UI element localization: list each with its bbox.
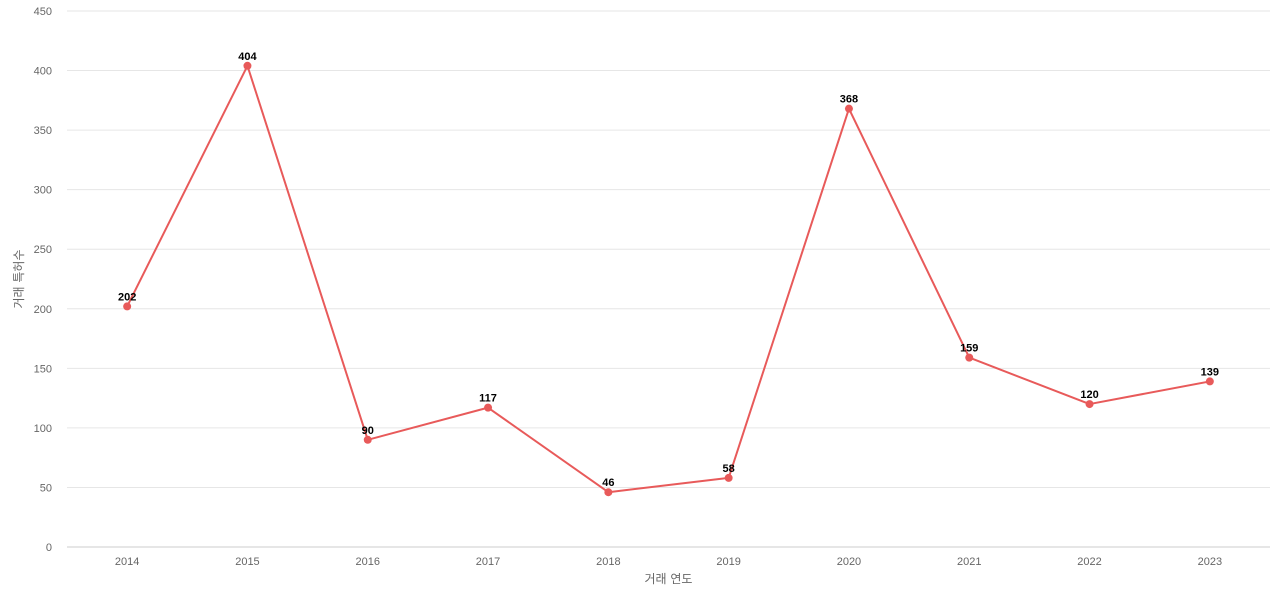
y-tick-label: 250 [34, 244, 52, 256]
x-tick-label: 2014 [115, 556, 139, 568]
x-tick-label: 2018 [596, 556, 620, 568]
data-label: 159 [960, 343, 978, 355]
data-label: 139 [1201, 366, 1219, 378]
y-tick-label: 350 [34, 125, 52, 137]
x-tick-label: 2020 [837, 556, 861, 568]
y-tick-label: 100 [34, 423, 52, 435]
x-tick-label: 2023 [1198, 556, 1222, 568]
x-tick-label: 2017 [476, 556, 500, 568]
data-point[interactable] [844, 104, 853, 113]
y-tick-label: 300 [34, 185, 52, 197]
data-point[interactable] [1205, 377, 1214, 386]
data-label: 202 [118, 291, 136, 303]
x-tick-label: 2015 [235, 556, 259, 568]
data-label: 58 [723, 463, 735, 475]
gridlines [67, 10, 1270, 488]
data-label: 404 [238, 51, 257, 63]
x-tick-label: 2021 [957, 556, 981, 568]
y-tick-label: 0 [46, 542, 52, 554]
y-axis-title: 거래 특허수 [12, 249, 26, 308]
data-point[interactable] [484, 403, 493, 412]
x-tick-label: 2019 [716, 556, 740, 568]
x-tick-label: 2016 [356, 556, 380, 568]
series-layer: 202 404 90 117 46 58 368 159 120 139 [118, 51, 1219, 497]
series-line [126, 64, 1211, 494]
y-tick-label: 400 [34, 66, 52, 78]
y-tick-label: 200 [34, 304, 52, 316]
data-label: 46 [602, 477, 614, 489]
data-point[interactable] [724, 473, 733, 482]
data-point[interactable] [363, 435, 372, 444]
x-axis-ticks: 2014 2015 2016 2017 2018 2019 2020 2021 2022 2023 [115, 556, 1222, 568]
data-label: 117 [479, 393, 497, 405]
data-label: 120 [1080, 389, 1098, 401]
y-tick-label: 450 [34, 6, 52, 18]
data-point[interactable] [123, 302, 132, 311]
data-point[interactable] [604, 488, 613, 497]
x-axis-title: 거래 연도 [645, 572, 693, 586]
y-tick-label: 50 [40, 482, 52, 494]
data-point[interactable] [243, 61, 252, 70]
data-point[interactable] [965, 353, 974, 362]
y-axis-ticks: 0 50 100 150 200 250 300 350 400 450 [34, 6, 52, 554]
y-tick-label: 150 [34, 363, 52, 375]
data-label: 368 [840, 94, 858, 106]
data-point[interactable] [1085, 400, 1094, 409]
data-label: 90 [362, 425, 374, 437]
x-tick-label: 2022 [1077, 556, 1101, 568]
